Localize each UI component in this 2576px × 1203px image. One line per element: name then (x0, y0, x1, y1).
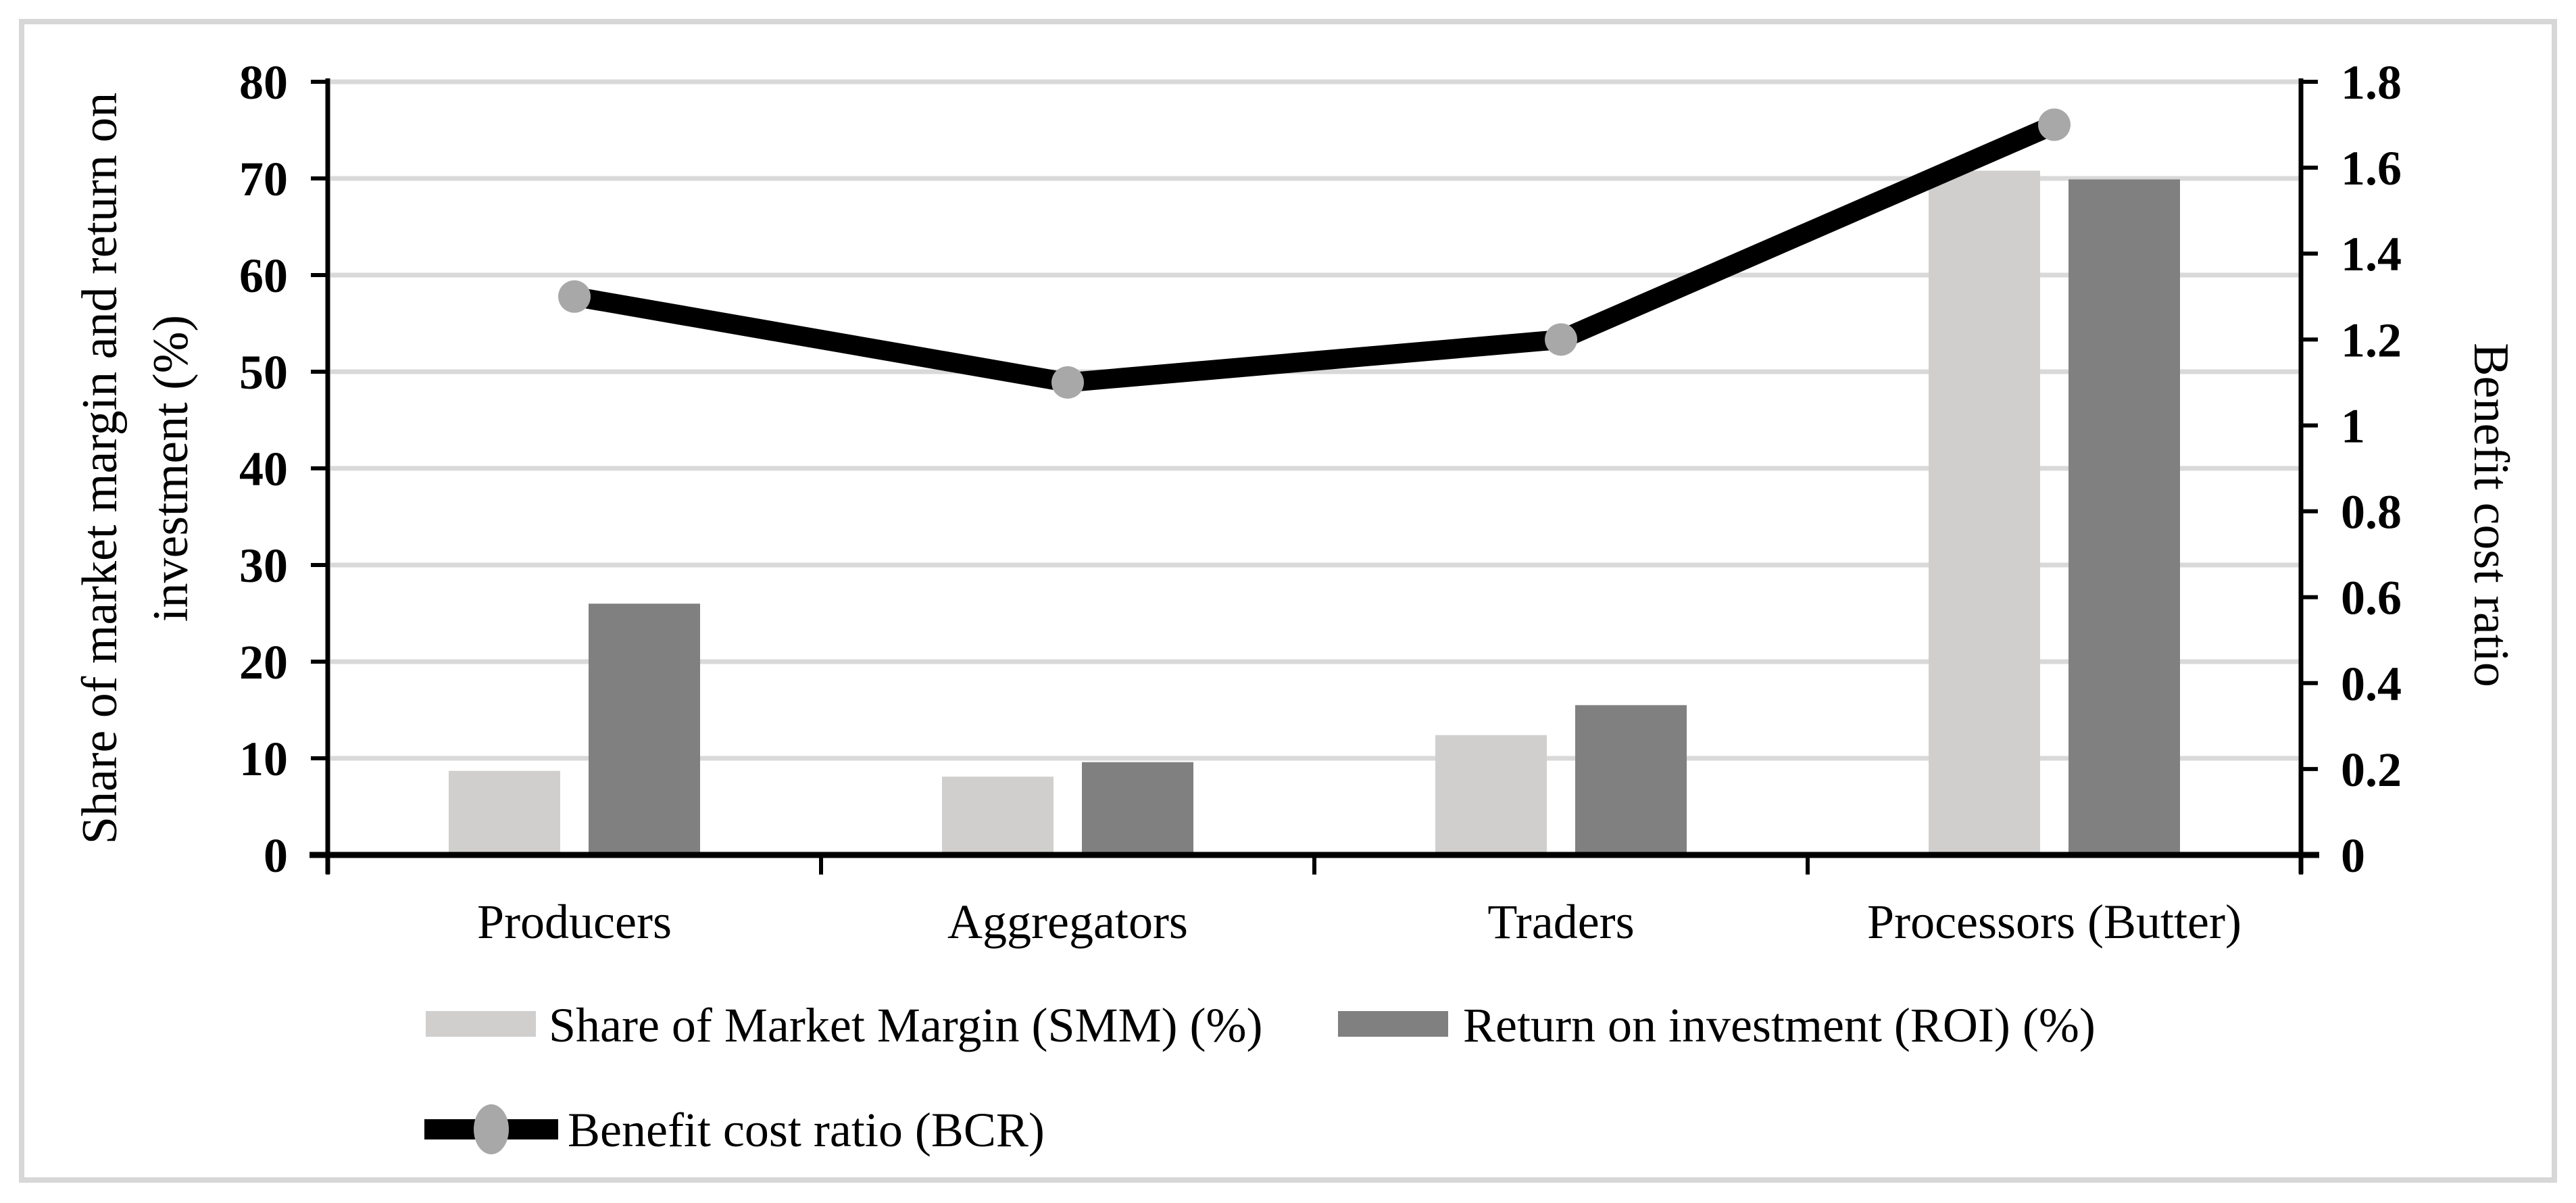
axis-labels: 0 10 20 30 40 50 60 70 80 0 0.2 0.4 0.6 0.8 1 1.2 1.4 1.6… (239, 55, 2402, 949)
left-axis-title-line1: Share of market margin and return on (72, 93, 128, 844)
bcr-marker (1545, 323, 1577, 356)
smm-bar (1929, 170, 2040, 855)
legend-label-roi: Return on investment (ROI) (%) (1463, 998, 2096, 1052)
left-axis-tick-label: 70 (239, 152, 288, 206)
bcr-marker (1051, 366, 1084, 399)
left-axis-title: Share of market margin and return on inve… (72, 93, 199, 844)
bcr-marker (2038, 108, 2071, 141)
right-axis-title: Benefit cost ratio (2463, 343, 2519, 687)
right-axis-tick-label: 0 (2341, 829, 2365, 883)
left-axis-tick-label: 0 (264, 829, 288, 883)
left-axis-tick-label: 40 (239, 442, 288, 496)
right-axis-tick-label: 0.6 (2341, 571, 2402, 625)
right-axis-tick-label: 0.2 (2341, 743, 2402, 797)
right-axis-tick-label: 0.8 (2341, 485, 2402, 539)
smm-bar (1435, 735, 1547, 855)
left-axis-title-line2: investment (%) (143, 315, 199, 622)
roi-bar (1575, 705, 1687, 855)
roi-bar (589, 604, 700, 855)
category-label: Producers (477, 895, 672, 949)
legend-swatch-smm (426, 1011, 536, 1037)
left-axis-tick-label: 20 (239, 635, 288, 689)
legend-swatch-bcr-marker (474, 1104, 509, 1154)
smm-bar (942, 777, 1054, 855)
figure-border (19, 19, 2557, 1183)
axis-titles: Share of market margin and return on inve… (72, 93, 2519, 844)
roi-bar (1082, 762, 1193, 855)
legend-swatch-roi (1338, 1011, 1448, 1037)
legend-label-smm: Share of Market Margin (SMM) (%) (549, 998, 1262, 1052)
left-axis-tick-label: 30 (239, 539, 288, 593)
legend: Share of Market Margin (SMM) (%) Return o… (424, 998, 2096, 1157)
legend-label-bcr: Benefit cost ratio (BCR) (568, 1103, 1045, 1157)
right-axis-tick-label: 1 (2341, 399, 2365, 453)
right-axis-tick-label: 1.4 (2341, 227, 2402, 281)
line-series (558, 108, 2071, 399)
smm-bar (449, 770, 560, 855)
left-axis-tick-label: 80 (239, 55, 288, 109)
figure-border-rect (19, 19, 2557, 1183)
category-label: Processors (Butter) (1867, 895, 2241, 949)
bcr-marker (558, 280, 591, 313)
category-label: Aggregators (947, 895, 1188, 949)
bar-series (449, 170, 2180, 855)
axis-lines-and-ticks (309, 78, 2319, 875)
left-axis-tick-label: 50 (239, 345, 288, 399)
roi-bar (2069, 179, 2180, 855)
category-label: Traders (1487, 895, 1634, 949)
left-axis-tick-label: 10 (239, 732, 288, 786)
right-axis-tick-label: 1.2 (2341, 313, 2402, 367)
right-axis-tick-label: 0.4 (2341, 657, 2402, 711)
left-axis-tick-label: 60 (239, 249, 288, 303)
right-axis-tick-label: 1.6 (2341, 141, 2402, 195)
right-axis-tick-label: 1.8 (2341, 55, 2402, 109)
right-axis-title-text: Benefit cost ratio (2463, 343, 2519, 687)
bcr-line (572, 116, 2058, 393)
